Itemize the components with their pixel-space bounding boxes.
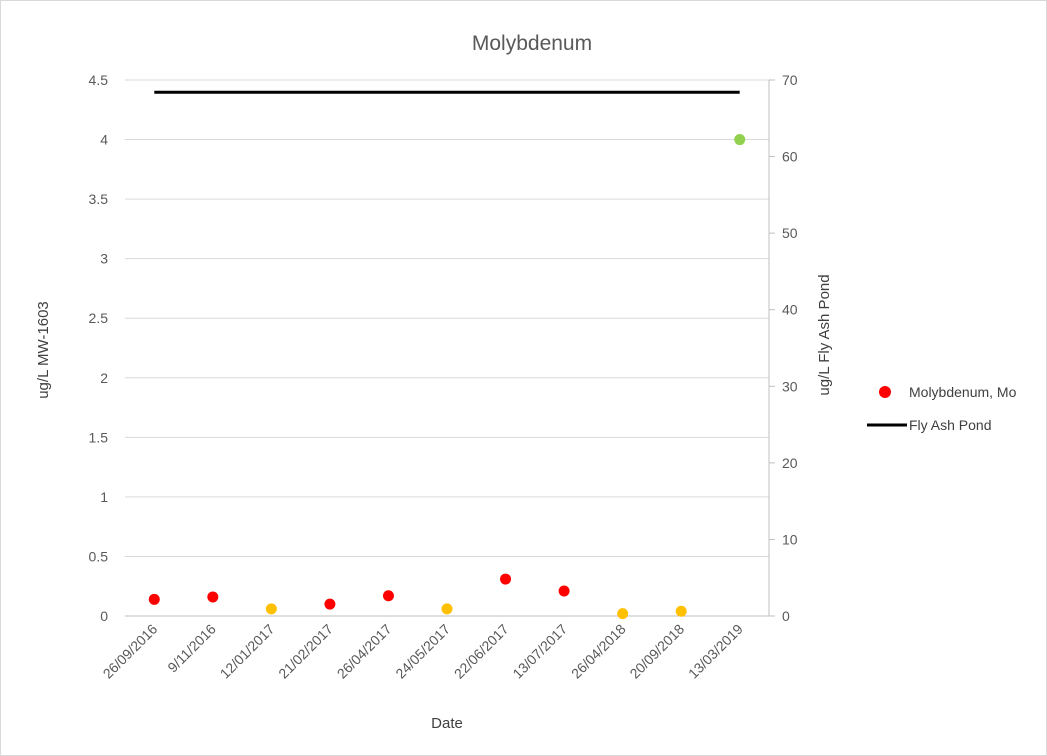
y2-tick-label: 0 bbox=[782, 608, 790, 624]
y-tick-label: 3.5 bbox=[89, 191, 109, 207]
x-tick-label: 26/04/2018 bbox=[568, 621, 629, 682]
y2-tick-label: 50 bbox=[782, 225, 798, 241]
data-point bbox=[441, 603, 453, 615]
x-tick-label: 13/03/2019 bbox=[685, 621, 746, 682]
legend-marker-molybdenum bbox=[879, 386, 891, 398]
y-tick-label: 4 bbox=[100, 132, 108, 148]
y2-tick-label: 20 bbox=[782, 455, 798, 471]
x-tick-label: 22/06/2017 bbox=[451, 621, 512, 682]
data-point bbox=[382, 590, 394, 602]
y2-axis-label: ug/L Fly Ash Pond bbox=[816, 274, 833, 395]
data-point bbox=[148, 593, 160, 605]
data-point bbox=[617, 608, 629, 620]
legend-label-fly-ash-pond: Fly Ash Pond bbox=[909, 417, 992, 433]
data-point bbox=[500, 573, 512, 585]
data-point bbox=[558, 585, 570, 597]
y-axis-label: ug/L MW-1603 bbox=[35, 301, 52, 399]
y2-tick-label: 70 bbox=[782, 72, 798, 88]
x-tick-label: 26/09/2016 bbox=[100, 621, 161, 682]
y2-axis-ticks: 0 10 20 30 40 50 60 70 bbox=[769, 72, 798, 624]
data-point bbox=[675, 605, 687, 617]
axes bbox=[125, 80, 770, 617]
chart-title: Molybdenum bbox=[472, 32, 592, 55]
y-tick-label: 0.5 bbox=[89, 548, 109, 564]
y-tick-label: 1 bbox=[100, 489, 108, 505]
x-tick-label: 12/01/2017 bbox=[217, 621, 278, 682]
x-axis-ticks: 26/09/2016 9/11/201612/01/201721/02/20172… bbox=[100, 621, 746, 682]
x-tick-label: 21/02/2017 bbox=[275, 621, 336, 682]
y-tick-label: 3 bbox=[100, 251, 108, 267]
x-tick-label: 20/09/2018 bbox=[626, 621, 687, 682]
data-point bbox=[207, 591, 219, 603]
x-tick-label: 24/05/2017 bbox=[392, 621, 453, 682]
y-tick-label: 0 bbox=[100, 608, 108, 624]
y2-tick-label: 30 bbox=[782, 378, 798, 394]
y-tick-label: 2.5 bbox=[89, 310, 109, 326]
legend-label-molybdenum: Molybdenum, Mo bbox=[909, 384, 1017, 400]
y2-tick-label: 10 bbox=[782, 531, 798, 547]
y-tick-label: 1.5 bbox=[89, 429, 109, 445]
gridlines bbox=[125, 79, 769, 617]
x-tick-label: 26/04/2017 bbox=[334, 621, 395, 682]
y-tick-label: 2 bbox=[100, 370, 108, 386]
data-point bbox=[734, 134, 746, 146]
x-tick-label: 9/11/2016 bbox=[164, 621, 219, 676]
data-point bbox=[265, 603, 277, 615]
x-axis-label: Date bbox=[431, 715, 463, 732]
data-point bbox=[324, 598, 336, 610]
molybdenum-series bbox=[148, 134, 746, 620]
y-tick-label: 4.5 bbox=[89, 72, 109, 88]
y2-tick-label: 40 bbox=[782, 302, 798, 318]
legend: Molybdenum, Mo Fly Ash Pond bbox=[867, 384, 1017, 433]
y-axis-ticks: 0 0.5 1 1.5 2 2.5 3 3.5 4 4.5 bbox=[89, 72, 109, 624]
y2-tick-label: 60 bbox=[782, 149, 798, 165]
x-tick-label: 13/07/2017 bbox=[509, 621, 570, 682]
